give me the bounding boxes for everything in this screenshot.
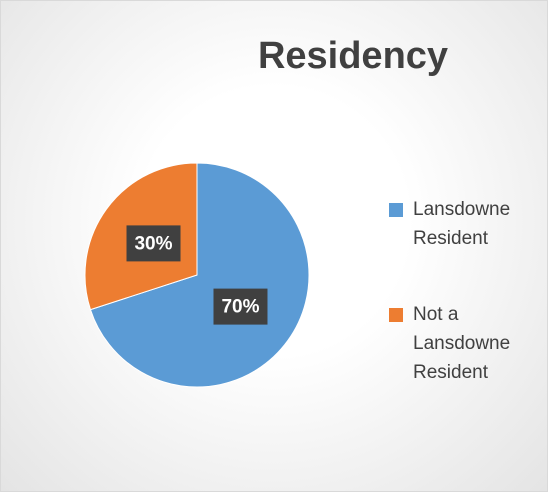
legend-label: Lansdowne Resident [413, 199, 511, 249]
legend-item: Lansdowne Resident [389, 195, 539, 253]
legend-item: Not a Lansdowne Resident [389, 300, 539, 387]
legend-swatch [389, 308, 403, 322]
chart-title: Residency [258, 35, 448, 77]
data-label: 70% [221, 297, 259, 318]
data-label-box [126, 225, 181, 262]
legend-swatch [389, 203, 403, 217]
pie-slice [89, 162, 310, 388]
legend-label: Not a Lansdowne Resident [413, 304, 511, 383]
data-label: 30% [134, 233, 172, 254]
data-label-box [213, 288, 268, 325]
